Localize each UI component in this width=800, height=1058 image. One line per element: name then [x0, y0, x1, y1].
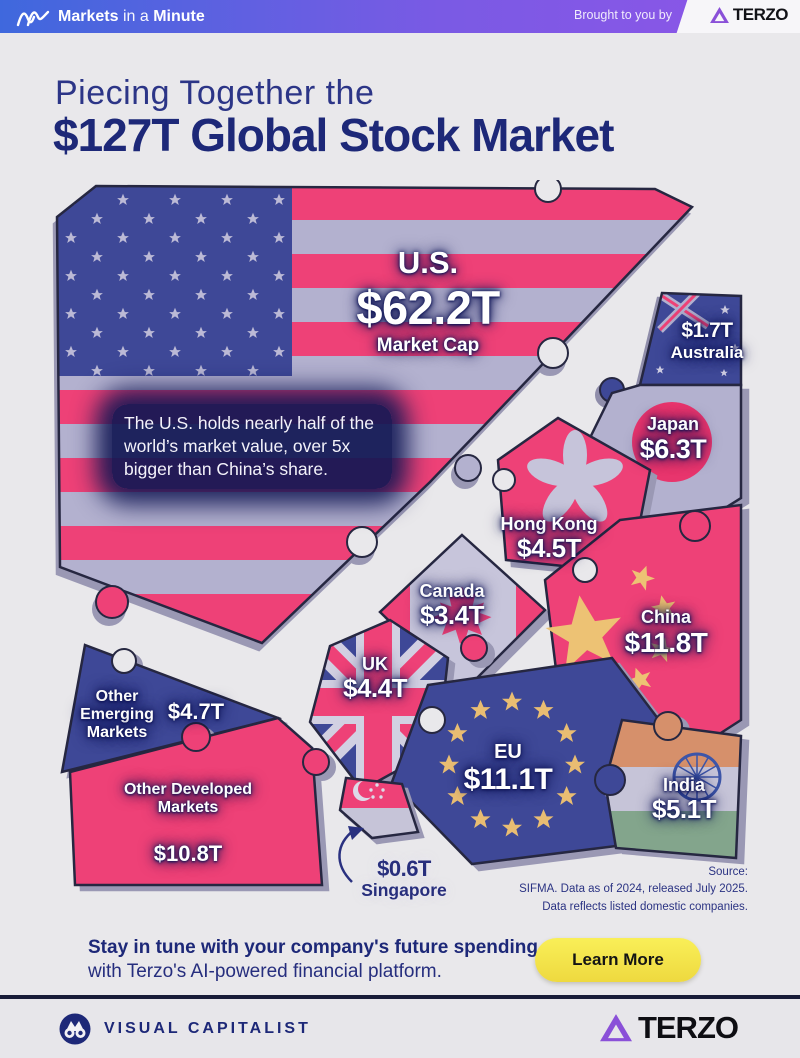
australia-label: $1.7T Australia: [647, 319, 767, 362]
china-label: China $11.8T: [591, 607, 741, 659]
sponsor-prefix: Brought to you by: [574, 8, 672, 22]
page-title-line1: Piecing Together the: [55, 74, 375, 112]
brand-word-in-a: in a: [122, 7, 149, 25]
markets-in-a-minute-logo: Markets in a Minute: [16, 0, 205, 33]
other-emerging-value: $4.7T: [167, 699, 225, 724]
puzzle-piece-singapore: [338, 776, 420, 840]
cta-text: Stay in tune with your company's future …: [88, 936, 538, 985]
visual-capitalist-logo[interactable]: VISUAL CAPITALIST: [58, 1012, 311, 1046]
australia-name: Australia: [670, 343, 744, 363]
canada-maple-leaf-icon: [432, 586, 492, 644]
visual-capitalist-text: VISUAL CAPITALIST: [104, 1020, 311, 1037]
us-label: U.S. $62.2T Market Cap: [318, 245, 538, 357]
uk-value: $4.4T: [343, 673, 408, 704]
callout-text: The U.S. holds nearly half of the world’…: [112, 404, 392, 490]
puzzle-svg: [55, 180, 743, 887]
other-emerging-name: Other Emerging Markets: [80, 688, 154, 741]
wave-logo-icon: [16, 10, 50, 26]
puzzle-figure: U.S. $62.2T Market Cap The U.S. holds ne…: [0, 180, 800, 920]
australia-value: $1.7T: [681, 319, 733, 342]
eu-label: EU $11.1T: [433, 741, 583, 798]
singapore-name: Singapore: [361, 880, 447, 901]
canada-value: $3.4T: [420, 600, 485, 631]
india-name: India: [662, 775, 705, 795]
china-value: $11.8T: [624, 627, 708, 659]
japan-name: Japan: [646, 414, 700, 434]
canada-name: Canada: [419, 581, 485, 601]
brand-word-markets: Markets: [58, 7, 119, 25]
hong-kong-name: Hong Kong: [500, 514, 598, 534]
singapore-label: $0.6T Singapore: [334, 856, 474, 901]
japan-flag-sun: [632, 402, 712, 482]
source-line3: Data reflects listed domestic companies.: [542, 900, 748, 913]
header-terzo-logo[interactable]: TERZO: [709, 5, 789, 25]
uk-name: UK: [362, 654, 388, 674]
singapore-value: $0.6T: [377, 856, 431, 881]
puzzle-piece-canada: [378, 533, 547, 694]
footer-divider: [0, 995, 800, 999]
terzo-triangle-icon: [709, 6, 729, 23]
header-bar: Markets in a Minute Brought to you by TE…: [0, 0, 800, 33]
puzzle-piece-other-developed: [68, 716, 330, 887]
hong-kong-label: Hong Kong $4.5T: [469, 514, 629, 564]
footer-bar: [0, 999, 800, 1058]
source-note: Source: SIFMA. Data as of 2024, released…: [418, 864, 748, 916]
us-sublabel: Market Cap: [376, 334, 480, 356]
hong-kong-bauhinia-icon: [527, 430, 623, 522]
source-line2: SIFMA. Data as of 2024, released July 20…: [519, 883, 748, 896]
uk-label: UK $4.4T: [315, 654, 435, 704]
japan-label: Japan $6.3T: [603, 414, 743, 465]
footer-terzo-text: TERZO: [637, 1010, 739, 1045]
learn-more-button[interactable]: Learn More: [535, 938, 701, 982]
us-value: $62.2T: [356, 280, 500, 334]
footer-terzo-logo[interactable]: TERZO: [599, 1010, 739, 1046]
header-terzo-text: TERZO: [732, 5, 789, 24]
china-name: China: [640, 607, 691, 627]
cta-line2: with Terzo's AI-powered financial platfo…: [88, 961, 442, 983]
us-name: U.S.: [397, 245, 459, 280]
india-value: $5.1T: [652, 794, 717, 825]
eu-value: $11.1T: [463, 763, 553, 797]
india-chakra-icon: [672, 752, 722, 802]
source-line1: Source:: [708, 866, 748, 878]
hong-kong-value: $4.5T: [517, 533, 582, 564]
canada-label: Canada $3.4T: [377, 581, 527, 631]
terzo-triangle-icon: [599, 1013, 632, 1041]
puzzle-piece-india: [594, 711, 743, 860]
other-developed-value: $10.8T: [153, 841, 223, 866]
page-title-line2: $127T Global Stock Market: [53, 109, 614, 161]
other-developed-name: Other Developed Markets: [123, 781, 253, 816]
japan-value: $6.3T: [639, 434, 707, 465]
visual-capitalist-icon: [59, 1013, 91, 1045]
singapore-arrow: [338, 826, 364, 883]
eu-name: EU: [494, 741, 522, 763]
cta-line1: Stay in tune with your company's future …: [88, 937, 539, 958]
india-label: India $5.1T: [614, 775, 754, 825]
brand-word-minute: Minute: [153, 7, 205, 25]
